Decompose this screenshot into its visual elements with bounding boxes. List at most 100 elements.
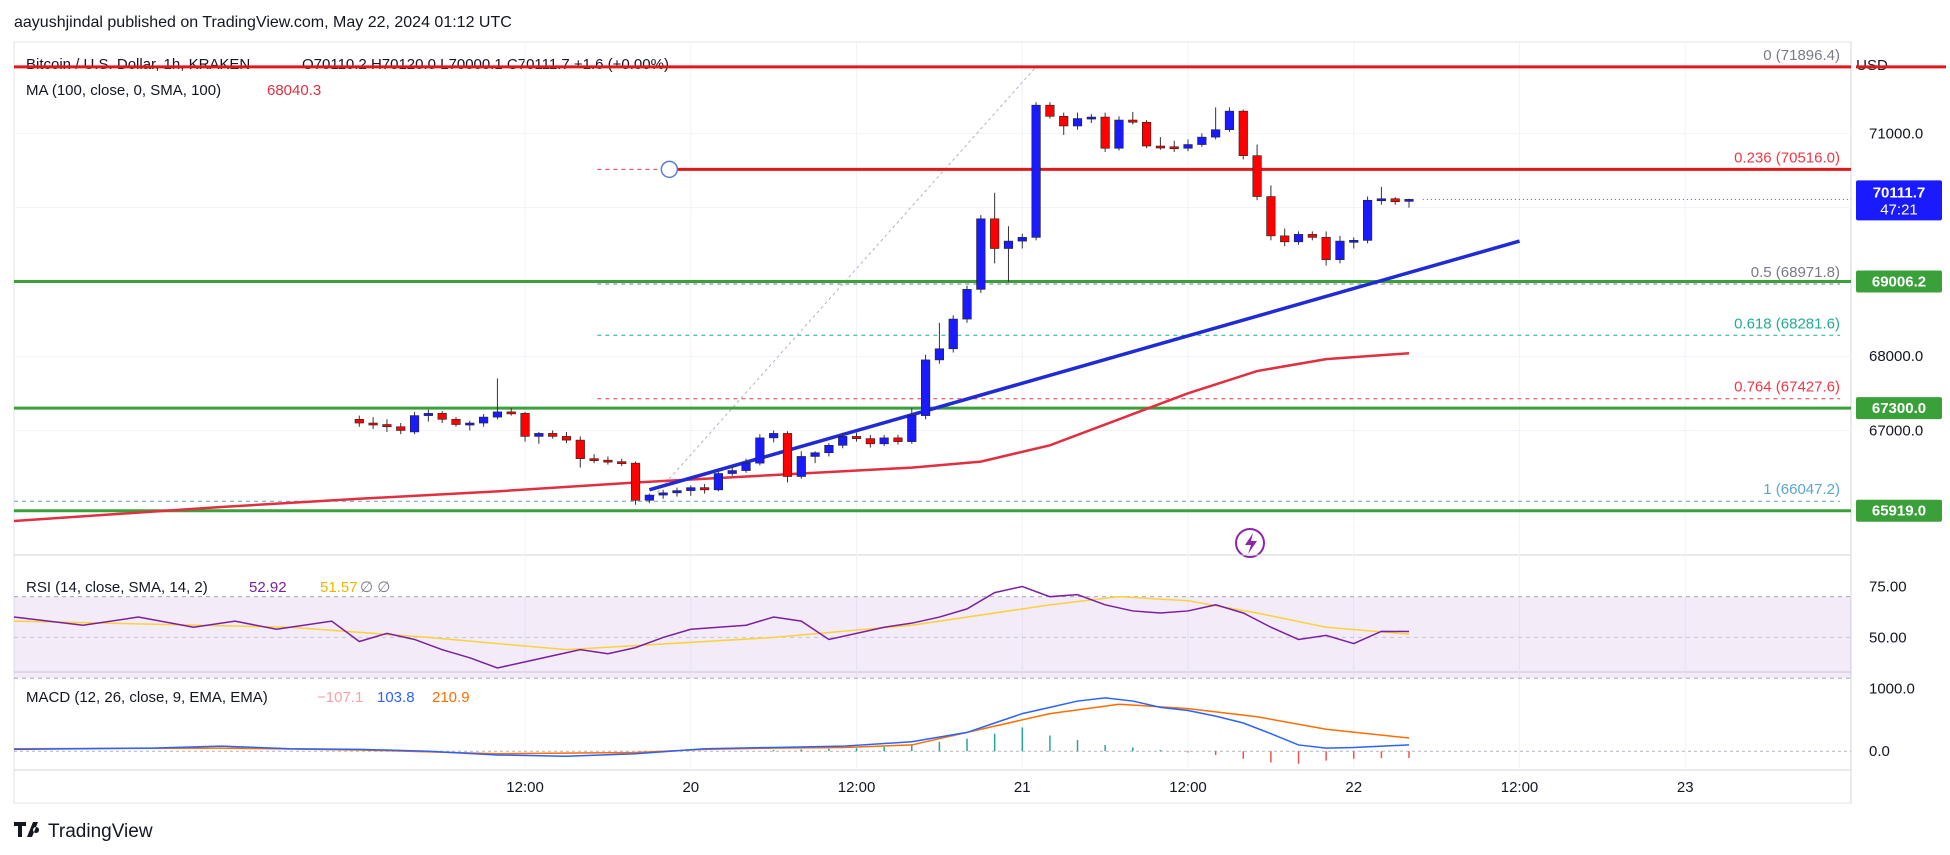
candle-body[interactable] <box>1072 118 1083 127</box>
macd-legend-signal: 210.9 <box>432 689 470 706</box>
candle-body[interactable] <box>824 445 834 454</box>
candle-body[interactable] <box>976 218 986 290</box>
ma-legend-label[interactable]: MA (100, close, 0, SMA, 100) <box>26 82 221 99</box>
fib-level-label: 0 (71896.4) <box>1763 47 1840 64</box>
candle-body[interactable] <box>630 462 641 501</box>
macd-legend-label[interactable]: MACD (12, 26, close, 9, EMA, EMA) <box>26 689 268 706</box>
tradingview-brand: TradingView <box>48 821 153 842</box>
candle-body[interactable] <box>810 452 820 457</box>
candle-body[interactable] <box>423 413 433 416</box>
candle-body[interactable] <box>1197 136 1207 145</box>
macd-line[interactable] <box>13 697 1410 757</box>
candle-body[interactable] <box>506 411 516 415</box>
candle-body[interactable] <box>700 487 710 491</box>
candle-body[interactable] <box>437 413 447 420</box>
candle-body[interactable] <box>1155 145 1165 149</box>
candle-body[interactable] <box>1252 155 1262 197</box>
candle-body[interactable] <box>851 436 862 439</box>
candle-body[interactable] <box>865 438 875 445</box>
candle-body[interactable] <box>492 411 503 418</box>
candle-body[interactable] <box>1293 234 1304 243</box>
current-price-tag[interactable] <box>1856 180 1942 221</box>
candle-body[interactable] <box>465 422 475 426</box>
candle-body[interactable] <box>727 470 737 474</box>
candle-body[interactable] <box>1003 240 1014 249</box>
candle-body[interactable] <box>1211 129 1221 138</box>
rsi-legend-extra: ∅ ∅ <box>360 579 390 596</box>
candle-body[interactable] <box>603 459 613 463</box>
candle-body[interactable] <box>1307 234 1317 238</box>
candle-body[interactable] <box>520 413 530 437</box>
candle-body[interactable] <box>782 433 793 477</box>
candle-body[interactable] <box>1321 237 1331 260</box>
candle-body[interactable] <box>907 415 917 442</box>
candle-body[interactable] <box>769 433 779 439</box>
candle-body[interactable] <box>990 218 1000 249</box>
candle-body[interactable] <box>796 456 806 477</box>
candle-body[interactable] <box>396 426 406 431</box>
candle-body[interactable] <box>1059 116 1069 127</box>
candle-body[interactable] <box>1224 110 1235 130</box>
candle-body[interactable] <box>686 487 696 491</box>
moving-average-line[interactable] <box>13 351 1410 523</box>
candle-body[interactable] <box>1086 116 1096 120</box>
rsi-legend-label[interactable]: RSI (14, close, SMA, 14, 2) <box>26 579 208 596</box>
rsi-ma-line[interactable] <box>13 595 1410 651</box>
candle-body[interactable] <box>1335 240 1345 260</box>
candle-body[interactable] <box>479 416 489 424</box>
candle-body[interactable] <box>451 419 461 425</box>
candle-body[interactable] <box>1031 104 1041 238</box>
candle-body[interactable] <box>713 473 723 491</box>
candle-body[interactable] <box>893 437 903 442</box>
candle-body[interactable] <box>755 437 765 464</box>
candle-body[interactable] <box>1183 144 1193 149</box>
candle-body[interactable] <box>644 494 654 501</box>
candle-body[interactable] <box>382 424 392 428</box>
candle-body[interactable] <box>1362 199 1373 241</box>
macd-axis-label: 1000.0 <box>1869 681 1915 698</box>
fib-level-label: 0.236 (70516.0) <box>1734 149 1840 166</box>
candle-body[interactable] <box>548 433 558 437</box>
tradingview-logo[interactable]: TradingView <box>14 821 153 842</box>
candle-body[interactable] <box>534 433 544 437</box>
support-price-tag[interactable] <box>1856 499 1942 522</box>
candle-body[interactable] <box>1238 110 1248 156</box>
symbol-legend[interactable]: Bitcoin / U.S. Dollar, 1h, KRAKEN <box>26 56 250 73</box>
candle-body[interactable] <box>1045 104 1055 117</box>
candle-body[interactable] <box>1142 121 1152 147</box>
support-price-tag[interactable] <box>1856 270 1942 293</box>
candle-body[interactable] <box>921 359 931 416</box>
candle-body[interactable] <box>1017 237 1027 242</box>
level-anchor-handle[interactable] <box>660 160 679 179</box>
candle-body[interactable] <box>617 461 627 464</box>
support-price-tag[interactable] <box>1856 397 1942 420</box>
candle-body[interactable] <box>368 422 378 426</box>
candle-body[interactable] <box>672 490 682 494</box>
bullish-trendline[interactable] <box>648 239 1520 492</box>
candle-body[interactable] <box>948 318 958 350</box>
rsi-line[interactable] <box>13 585 1410 669</box>
candle-body[interactable] <box>1100 116 1110 149</box>
candle-body[interactable] <box>879 437 889 445</box>
candle-body[interactable] <box>1390 198 1400 203</box>
candle-body[interactable] <box>934 348 944 361</box>
candle-body[interactable] <box>1169 146 1179 150</box>
candle-body[interactable] <box>354 419 364 424</box>
candle-body[interactable] <box>658 492 668 496</box>
candle-body[interactable] <box>1376 198 1386 202</box>
candle-body[interactable] <box>1404 199 1414 202</box>
candle-body[interactable] <box>1280 235 1290 243</box>
candle-body[interactable] <box>741 462 751 471</box>
candle-body[interactable] <box>962 289 972 320</box>
candle-body[interactable] <box>1349 240 1359 243</box>
candle-body[interactable] <box>1114 119 1124 149</box>
candle-body[interactable] <box>1128 119 1138 123</box>
candle-body[interactable] <box>589 458 599 461</box>
candle-body[interactable] <box>575 439 585 459</box>
candle-body[interactable] <box>838 436 848 446</box>
lightning-alert-icon[interactable] <box>1235 528 1265 558</box>
candle-body[interactable] <box>409 415 420 433</box>
candle-body[interactable] <box>1266 196 1276 237</box>
candle-body[interactable] <box>561 436 572 441</box>
